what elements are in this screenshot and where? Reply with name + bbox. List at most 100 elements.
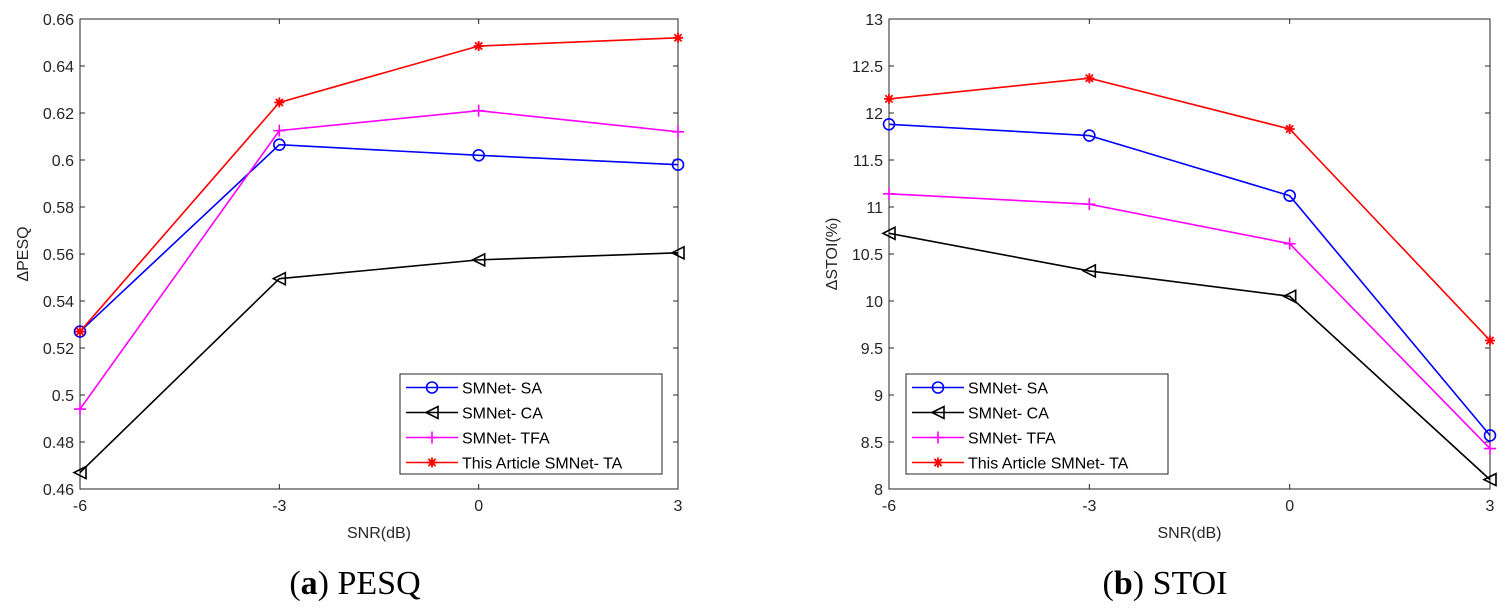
- pesq-series-0-point-2: [472, 149, 485, 162]
- stoi-series-0-point-3: [1483, 429, 1497, 442]
- stoi-series-0-point-1: [1083, 129, 1096, 142]
- stoi-ytick-label: 8: [874, 482, 883, 499]
- pesq-series-line-1: [79, 252, 679, 474]
- pesq-series-2-point-3: [672, 125, 684, 138]
- pesq-series-3-point-1: [274, 97, 285, 108]
- stoi-caption: (b) STOI: [1102, 565, 1227, 602]
- pesq-ytick-label: 0.46: [43, 482, 74, 499]
- pesq-series-2-point-0: [74, 403, 86, 416]
- pesq-series-1-point-1: [271, 271, 287, 286]
- stoi-chart: 8 8.5 9 9.5 10 10.5 11 11.5 12 12.5 13 -6 -3 0 3 SNR(dB…: [824, 12, 1497, 602]
- pesq-legend-marker-0: [425, 381, 439, 394]
- stoi-ytick-label: 13: [865, 12, 883, 29]
- pesq-ytick-label: 0.54: [43, 294, 74, 311]
- stoi-legend-marker-2: [932, 431, 944, 444]
- stoi-ytick-label: 9: [874, 388, 883, 405]
- stoi-ytick-label: 8.5: [861, 435, 883, 452]
- stoi-series-1-point-1: [1081, 263, 1097, 279]
- pesq-ytick-label: 0.62: [43, 106, 74, 123]
- stoi-legend-label-3: This Article SMNet- TA: [968, 456, 1129, 473]
- stoi-ytick-label: 9.5: [861, 341, 883, 358]
- stoi-ytick-label: 10.5: [852, 247, 883, 264]
- pesq-ytick-label: 0.5: [52, 388, 74, 405]
- pesq-series-0-point-1: [273, 138, 286, 152]
- stoi-ytick-label: 12.5: [852, 59, 883, 76]
- stoi-series-line-0: [888, 123, 1491, 436]
- pesq-xtick-label: 0: [474, 498, 483, 515]
- stoi-xlabel: SNR(dB): [1157, 525, 1221, 542]
- stoi-series-3-point-1: [1084, 73, 1095, 84]
- pesq-series-1-point-0: [72, 465, 87, 480]
- pesq-xtick-label: 3: [674, 498, 683, 515]
- pesq-caption-letter: a: [301, 565, 318, 602]
- stoi-xtick-label: 0: [1285, 498, 1294, 515]
- stoi-series-line-1: [888, 232, 1491, 481]
- pesq-caption-close: ): [318, 565, 338, 602]
- stoi-legend-label-0: SMNet- SA: [968, 381, 1048, 398]
- pesq-xlabel: SNR(dB): [347, 525, 411, 542]
- stoi-xtick-label: -3: [1082, 498, 1096, 515]
- pesq-xtick-label: -3: [272, 498, 286, 515]
- stoi-series-3-point-2: [1284, 123, 1295, 134]
- pesq-legend-label-2: SMNet- TFA: [462, 431, 550, 448]
- stoi-series-0-point-0: [882, 117, 896, 131]
- pesq-series-3-point-0: [75, 326, 85, 337]
- stoi-caption-letter: b: [1114, 565, 1133, 602]
- stoi-series-1-point-2: [1281, 289, 1297, 304]
- pesq-legend-box: [399, 373, 663, 475]
- pesq-xtick-label: -6: [73, 498, 87, 515]
- stoi-legend-marker-3: [933, 457, 943, 468]
- pesq-chart: 0.46 0.48 0.5 0.52 0.54 0.56 0.58 0.6 0.62 0.64 0.…: [15, 12, 685, 602]
- pesq-series-2-point-1: [273, 124, 286, 137]
- stoi-series-2-point-0: [883, 187, 895, 200]
- stoi-series-2-point-2: [1283, 237, 1296, 250]
- pesq-legend-marker-2: [426, 431, 438, 444]
- stoi-series-2-point-3: [1484, 442, 1496, 455]
- stoi-series-1-point-0: [881, 226, 896, 241]
- stoi-caption-text: STOI: [1153, 565, 1228, 602]
- pesq-series-line-0: [79, 143, 679, 333]
- stoi-legend: SMNet- SA SMNet- CA SMNet- TFA This Article…: [905, 373, 1169, 475]
- stoi-series-0-point-2: [1283, 189, 1296, 203]
- pesq-series-0-point-3: [671, 158, 685, 171]
- stoi-legend-marker-0: [931, 381, 945, 394]
- stoi-ytick-label: 11: [866, 200, 883, 217]
- stoi-ylabel: ΔSTOI(%): [824, 218, 841, 291]
- pesq-ytick-label: 0.6: [52, 153, 74, 170]
- stoi-xtick-label: -6: [882, 498, 896, 515]
- pesq-series-3-point-2: [473, 41, 484, 52]
- pesq-caption: (a) PESQ: [289, 565, 420, 602]
- pesq-ytick-label: 0.52: [43, 341, 74, 358]
- pesq-series-1-point-3: [670, 245, 685, 261]
- pesq-caption-text: PESQ: [338, 565, 421, 602]
- stoi-xtick-label: 3: [1486, 498, 1495, 515]
- pesq-ytick-label: 0.56: [43, 247, 74, 264]
- pesq-legend-marker-1: [424, 405, 439, 420]
- stoi-legend-marker-1: [930, 405, 945, 420]
- pesq-series-line-2: [79, 109, 679, 410]
- pesq-series-3-point-3: [673, 32, 683, 43]
- pesq-legend-label-0: SMNet- SA: [462, 381, 542, 398]
- pesq-ytick-label: 0.48: [43, 435, 74, 452]
- pesq-series-0-point-0: [73, 325, 87, 338]
- pesq-ytick-label: 0.64: [43, 59, 74, 76]
- stoi-legend-box: [905, 373, 1169, 475]
- pesq-series-1-point-2: [470, 252, 486, 268]
- stoi-series-3-point-3: [1485, 335, 1495, 346]
- stoi-legend-label-1: SMNet- CA: [968, 406, 1049, 423]
- stoi-series-1-point-3: [1482, 472, 1497, 487]
- stoi-series-3-point-0: [884, 93, 894, 104]
- pesq-ytick-label: 0.66: [43, 12, 74, 29]
- pesq-ytick-label: 0.58: [43, 200, 74, 217]
- stoi-ytick-label: 11.5: [853, 153, 883, 170]
- pesq-legend: SMNet- SA SMNet- CA SMNet- TFA This Article…: [399, 373, 663, 475]
- stoi-ytick-label: 12: [865, 106, 883, 123]
- stoi-ytick-label: 10: [865, 294, 883, 311]
- pesq-legend-label-3: This Article SMNet- TA: [462, 456, 623, 473]
- pesq-caption-open: (: [289, 565, 300, 602]
- stoi-legend-label-2: SMNet- TFA: [968, 431, 1056, 448]
- pesq-series-line-3: [79, 37, 679, 333]
- stoi-series-2-point-1: [1083, 198, 1096, 211]
- pesq-legend-marker-3: [427, 457, 437, 468]
